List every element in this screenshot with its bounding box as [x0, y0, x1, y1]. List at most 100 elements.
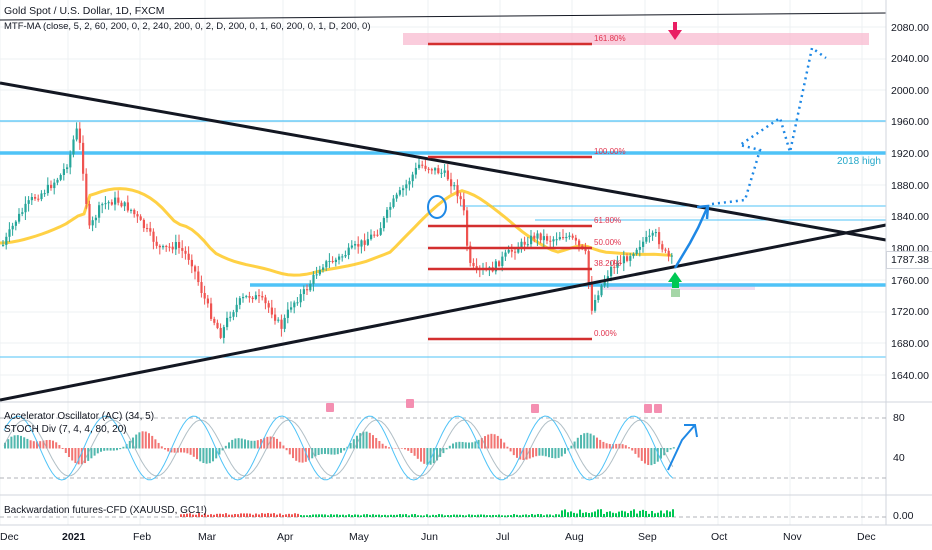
bw-bar [384, 514, 386, 517]
candle [322, 264, 325, 273]
candle [40, 190, 43, 202]
bw-bar [180, 514, 182, 517]
ac-bar [23, 437, 26, 449]
stoch-label: STOCH Div (7, 4, 4, 80, 20) [4, 424, 127, 435]
ac-bar [359, 433, 362, 449]
ac-bar [522, 448, 525, 461]
bw-bar [576, 513, 578, 517]
ascending-trendline [0, 223, 887, 402]
candle [594, 294, 597, 313]
ac-bar [381, 443, 384, 449]
bw-bar [513, 514, 515, 517]
ac-bar [55, 442, 58, 449]
candle [424, 159, 427, 172]
ac-bar [96, 448, 99, 454]
bw-bar [633, 509, 635, 517]
bw-bar [306, 515, 308, 517]
bw-bar [534, 514, 536, 517]
bw-bar [414, 514, 416, 517]
ac-bar [448, 445, 451, 449]
ac-bar [656, 448, 659, 462]
ac-bar [221, 448, 224, 451]
candle [366, 231, 369, 247]
ac-bar [68, 448, 70, 457]
candle [440, 168, 443, 179]
bw-bar [630, 510, 632, 517]
candle [648, 228, 651, 243]
divergence-marker [406, 399, 414, 408]
candle [216, 319, 219, 330]
candle [488, 266, 491, 277]
candle [661, 240, 664, 253]
bw-bar [477, 514, 479, 517]
ac-bar [45, 440, 48, 449]
bw-bar [336, 514, 338, 517]
ac-bar [378, 441, 381, 449]
bw-bar [651, 510, 653, 517]
ac-bar [468, 442, 470, 449]
bw-bar [186, 513, 188, 517]
ac-bar [407, 448, 410, 451]
bw-bar [246, 513, 248, 517]
candle [14, 220, 17, 231]
candle [126, 195, 129, 213]
ac-bar [237, 438, 240, 449]
bw-bar [441, 514, 443, 517]
osc-y-tick: 40 [893, 452, 905, 464]
bw-bar [456, 514, 458, 517]
ac-bar [250, 440, 253, 449]
indicator-label: MTF-MA (close, 5, 2, 60, 200, 0, 2, 240,… [4, 21, 371, 32]
ac-bar [199, 448, 202, 462]
bw-bar [309, 515, 311, 517]
candle [565, 232, 568, 242]
candle [43, 189, 46, 197]
ac-bar [612, 444, 614, 449]
bw-bar [645, 510, 647, 517]
candle [219, 323, 222, 340]
ac-bar [192, 448, 195, 457]
bw-bar [234, 513, 236, 517]
candle [466, 206, 469, 252]
ac-bar [26, 438, 29, 449]
ac-bar [576, 437, 579, 449]
ac-bar [336, 448, 339, 455]
ac-bar [77, 448, 80, 465]
bw-bar [648, 513, 650, 517]
candle [165, 244, 168, 252]
ac-bar [61, 448, 64, 450]
ac-bar [208, 448, 211, 464]
x-tick: Nov [783, 531, 802, 543]
candle [546, 233, 549, 245]
candle [354, 240, 357, 250]
bw-bar [582, 512, 584, 517]
ac-bar [586, 432, 589, 449]
bw-bar [525, 514, 527, 517]
ac-bar [493, 434, 496, 449]
bw-bar [189, 513, 191, 517]
candle [670, 252, 673, 264]
ac-bar [116, 448, 118, 451]
y-tick: 2000.00 [891, 85, 929, 97]
bw-bar [339, 514, 341, 517]
candle [146, 223, 149, 233]
ac-bar [554, 448, 557, 459]
bw-bar [669, 511, 671, 517]
ac-bar [589, 433, 592, 449]
bw-y-tick: 0.00 [893, 510, 914, 522]
candle [104, 196, 107, 210]
ac-bar [404, 448, 406, 450]
ac-bar [164, 448, 166, 450]
ac-bar [615, 443, 618, 449]
candle [5, 232, 8, 250]
ac-bar [16, 435, 19, 449]
ac-bar [420, 448, 422, 462]
ac-bar [186, 448, 189, 454]
candle [155, 236, 158, 249]
backwardation-label: Backwardation futures-CFD (XAUUSD, GC1!) [4, 505, 207, 516]
bw-bar [348, 514, 350, 517]
candle [162, 244, 165, 250]
candle [526, 236, 529, 248]
bw-bar [351, 515, 353, 517]
bw-bar [369, 514, 371, 517]
